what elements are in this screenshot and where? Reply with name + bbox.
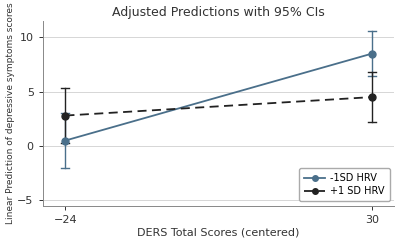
Title: Adjusted Predictions with 95% CIs: Adjusted Predictions with 95% CIs xyxy=(112,6,325,18)
Y-axis label: Linear Prediction of depressive symptoms scores: Linear Prediction of depressive symptoms… xyxy=(6,3,14,224)
X-axis label: DERS Total Scores (centered): DERS Total Scores (centered) xyxy=(138,227,300,237)
Legend: -1SD HRV, +1 SD HRV: -1SD HRV, +1 SD HRV xyxy=(299,168,390,201)
